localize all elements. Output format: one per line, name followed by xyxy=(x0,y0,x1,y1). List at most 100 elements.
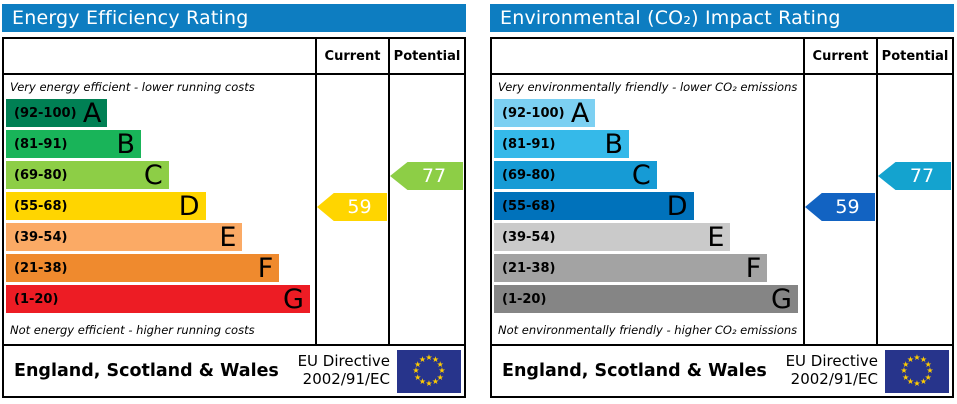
band-letter: A xyxy=(82,97,102,129)
band-letter: F xyxy=(257,252,274,284)
environmental-current-value: 59 xyxy=(835,196,860,218)
band-range-label: (39-54) xyxy=(14,229,68,245)
environmental-band-area: Very environmentally friendly - lower CO… xyxy=(492,75,803,344)
band-row-f: (21-38) F xyxy=(6,254,313,285)
band-row-a: (92-100) A xyxy=(6,99,313,130)
band-row-e: (39-54) E xyxy=(494,223,801,254)
band-bar-d: (55-68) D xyxy=(494,192,694,220)
eu-flag-star: ★ xyxy=(436,359,444,369)
eu-flag-star: ★ xyxy=(906,377,915,387)
eu-flag: ★ ★ ★ ★ ★ ★ ★ ★ ★ ★ ★ ★ xyxy=(885,349,949,393)
environmental-rating-table: Current Potential Very environmentally f… xyxy=(490,37,954,398)
eu-directive-line1: EU Directive xyxy=(785,352,878,371)
eu-flag-star: ★ xyxy=(425,353,433,362)
environmental-potential-value: 77 xyxy=(909,165,935,187)
eu-flag-star: ★ xyxy=(436,372,444,382)
energy-table-body: Very energy efficient - lower running co… xyxy=(4,75,464,344)
band-bar-c: (69-80) C xyxy=(494,161,657,189)
band-bar-g: (1-20) G xyxy=(494,285,798,313)
band-range-label: (81-91) xyxy=(14,136,68,152)
eu-directive-line1: EU Directive xyxy=(297,352,390,371)
environmental-current-column-header: Current xyxy=(803,39,876,73)
band-letter: G xyxy=(770,283,792,315)
environmental-eu-directive-label: EU Directive 2002/91/EC xyxy=(786,353,878,388)
eu-flag-star: ★ xyxy=(418,354,427,364)
energy-eu-directive-label: EU Directive 2002/91/EC xyxy=(298,353,390,388)
band-row-g: (1-20) G xyxy=(6,285,313,316)
energy-current-cell: 59 xyxy=(315,75,388,344)
eu-flag-star: ★ xyxy=(425,379,433,388)
energy-top-note: Very energy efficient - lower running co… xyxy=(10,80,255,94)
band-range-label: (21-38) xyxy=(14,260,68,276)
eu-flag-star: ★ xyxy=(924,359,932,369)
eu-flag: ★ ★ ★ ★ ★ ★ ★ ★ ★ ★ ★ ★ xyxy=(397,349,461,393)
band-range-label: (39-54) xyxy=(502,229,556,245)
band-letter: E xyxy=(707,221,725,253)
band-row-c: (69-80) C xyxy=(6,161,313,192)
eu-flag-star: ★ xyxy=(438,366,446,375)
environmental-table-body: Very environmentally friendly - lower CO… xyxy=(492,75,952,344)
eu-flag-star: ★ xyxy=(418,377,427,387)
band-bar-b: (81-91) B xyxy=(494,128,630,160)
environmental-current-arrow: 59 xyxy=(805,193,875,221)
energy-header-spacer xyxy=(4,39,315,73)
band-row-b: (81-91) B xyxy=(6,130,313,161)
environmental-panel-title: Environmental (CO₂) Impact Rating xyxy=(490,4,954,32)
energy-band-area: Very energy efficient - lower running co… xyxy=(4,75,315,344)
band-bar-e: (39-54) E xyxy=(6,221,243,253)
band-bar-a: (92-100) A xyxy=(494,97,596,129)
energy-table-header-row: Current Potential xyxy=(4,39,464,75)
band-range-label: (92-100) xyxy=(502,105,565,121)
eu-flag-star: ★ xyxy=(919,354,928,364)
band-row-a: (92-100) A xyxy=(494,99,801,130)
band-letter: D xyxy=(178,190,200,222)
eu-flag-star: ★ xyxy=(431,354,440,364)
band-row-g: (1-20) G xyxy=(494,285,801,316)
energy-panel-title: Energy Efficiency Rating xyxy=(2,4,466,32)
band-range-label: (1-20) xyxy=(14,291,59,307)
environmental-current-cell: 59 xyxy=(803,75,876,344)
energy-potential-column-header: Potential xyxy=(388,39,464,73)
energy-efficiency-panel: Energy Efficiency Rating Current Potenti… xyxy=(2,4,466,398)
band-letter: C xyxy=(631,159,651,191)
band-range-label: (92-100) xyxy=(14,105,77,121)
band-range-label: (69-80) xyxy=(502,167,556,183)
environmental-region-label: England, Scotland & Wales xyxy=(502,361,767,381)
environmental-potential-cell: 77 xyxy=(876,75,952,344)
band-letter: E xyxy=(219,221,237,253)
eu-flag-star: ★ xyxy=(902,372,910,382)
eu-flag-star: ★ xyxy=(431,377,440,387)
environmental-table-header-row: Current Potential xyxy=(492,39,952,75)
eu-flag-star: ★ xyxy=(414,372,422,382)
energy-bottom-note: Not energy efficient - higher running co… xyxy=(10,323,255,337)
eu-flag-star: ★ xyxy=(902,359,910,369)
eu-flag-star: ★ xyxy=(926,366,934,375)
band-bar-f: (21-38) F xyxy=(494,252,768,284)
energy-potential-arrow: 77 xyxy=(390,162,463,190)
band-letter: D xyxy=(666,190,688,222)
band-letter: F xyxy=(745,252,762,284)
energy-potential-cell: 77 xyxy=(388,75,464,344)
energy-current-arrow: 59 xyxy=(317,193,387,221)
environmental-bottom-note: Not environmentally friendly - higher CO… xyxy=(498,323,798,337)
band-range-label: (81-91) xyxy=(502,136,556,152)
eu-flag-star: ★ xyxy=(913,379,921,388)
band-letter: B xyxy=(604,128,624,160)
energy-current-column-header: Current xyxy=(315,39,388,73)
band-bar-f: (21-38) F xyxy=(6,252,280,284)
eu-flag-star: ★ xyxy=(913,353,921,362)
environmental-header-spacer xyxy=(492,39,803,73)
band-letter: A xyxy=(570,97,590,129)
energy-footer-row: England, Scotland & Wales EU Directive 2… xyxy=(4,344,464,396)
band-row-e: (39-54) E xyxy=(6,223,313,254)
eu-flag-star: ★ xyxy=(412,366,420,375)
band-range-label: (1-20) xyxy=(502,291,547,307)
energy-band-stack: (92-100) A (81-91) B (69-80) C (55-68) D (39-54)… xyxy=(6,99,313,316)
band-bar-b: (81-91) B xyxy=(6,130,142,158)
eu-flag-star: ★ xyxy=(924,372,932,382)
eu-directive-line2: 2002/91/EC xyxy=(302,370,390,388)
energy-rating-table: Current Potential Very energy efficient … xyxy=(2,37,466,398)
environmental-band-stack: (92-100) A (81-91) B (69-80) C (55-68) D (39-54)… xyxy=(494,99,801,316)
environmental-potential-arrow: 77 xyxy=(878,162,951,190)
